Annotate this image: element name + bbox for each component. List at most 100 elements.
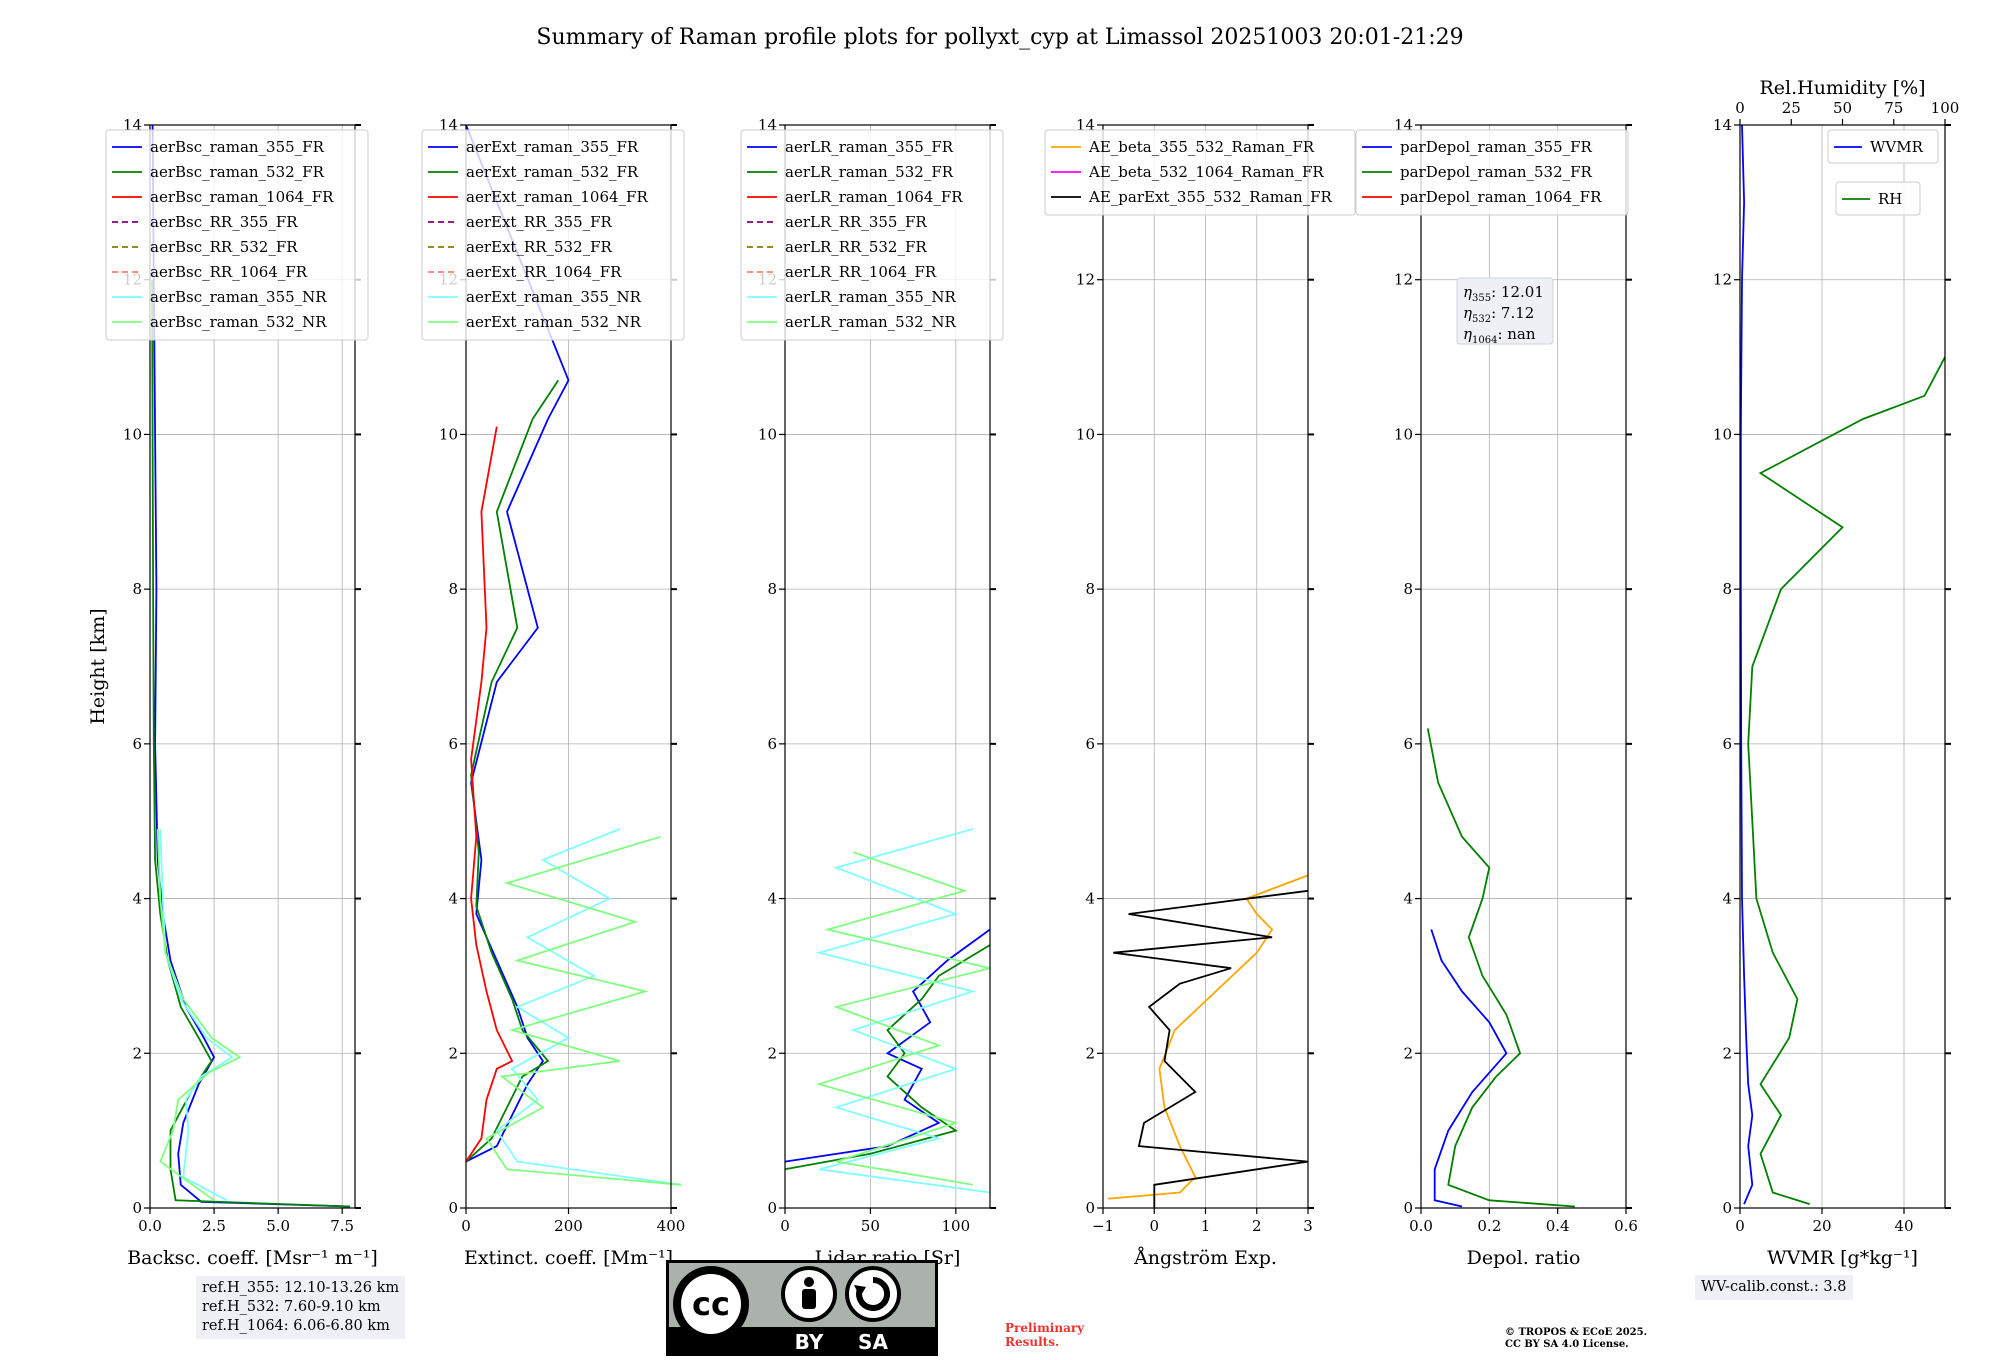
water_vapor-legend: WVMR RH bbox=[1827, 129, 1939, 216]
y-tick-label: 6 bbox=[1085, 735, 1095, 753]
y-tick-label: 8 bbox=[448, 580, 458, 598]
series-line-AE_beta_355_532_Raman_FR bbox=[1108, 874, 1309, 1200]
x-axis-label: Depol. ratio bbox=[1467, 1247, 1581, 1269]
x-tick-label: 100 bbox=[942, 1217, 971, 1235]
legend-box bbox=[105, 129, 369, 341]
y-tick-label: 6 bbox=[767, 735, 777, 753]
x-tick-label: 20 bbox=[1812, 1217, 1831, 1235]
y-tick-label: 2 bbox=[1722, 1044, 1732, 1062]
series-line-WVMR bbox=[1739, 124, 1754, 1205]
legend-entry: aerLR_raman_532_NR bbox=[785, 313, 956, 331]
y-tick-label: 4 bbox=[1722, 890, 1732, 908]
legend-entry: AE_beta_532_1064_Raman_FR bbox=[1088, 163, 1324, 181]
y-tick-label: 12 bbox=[1076, 271, 1095, 289]
axes-frame bbox=[1739, 124, 1946, 1209]
y-tick-label: 12 bbox=[1713, 271, 1732, 289]
series-line-RH bbox=[1747, 356, 1946, 1205]
y-tick-label: 10 bbox=[1713, 425, 1732, 443]
y-tick-label: 0 bbox=[1085, 1199, 1095, 1217]
cc-inner-circle bbox=[681, 1274, 741, 1334]
y-tick-label: 6 bbox=[448, 735, 458, 753]
series-line-parDepol_raman_532_FR bbox=[1426, 728, 1575, 1208]
x-tick-label: 0 bbox=[780, 1217, 790, 1235]
y-tick-label: 10 bbox=[123, 425, 142, 443]
y-tick-label: 8 bbox=[1403, 580, 1413, 598]
x-axis-label: Ångström Exp. bbox=[1133, 1247, 1277, 1269]
legend-box bbox=[1835, 181, 1921, 216]
x-tick-label: 0.2 bbox=[1477, 1217, 1501, 1235]
x-tick-label: 200 bbox=[554, 1217, 583, 1235]
y-tick-label: 0 bbox=[1403, 1199, 1413, 1217]
legend-box bbox=[740, 129, 1004, 341]
extinction-panel: 020040002468101214Extinct. coeff. [Mm⁻¹]… bbox=[421, 116, 685, 1269]
y-tick-label: 8 bbox=[1085, 580, 1095, 598]
legend-entry: aerBsc_RR_355_FR bbox=[150, 213, 298, 231]
series-line-aerLR_raman_355_NR bbox=[815, 828, 991, 1194]
wv-calib-text: WV-calib.const.: 3.8 bbox=[1701, 1279, 1847, 1295]
x-tick-label: 3 bbox=[1303, 1217, 1313, 1235]
series-line-AE_parExt_355_532_Raman_FR bbox=[1113, 889, 1309, 1208]
legend-entry: aerExt_RR_355_FR bbox=[466, 213, 613, 231]
y-tick-label: 12 bbox=[1394, 271, 1413, 289]
sa-icon bbox=[845, 1266, 901, 1322]
x-axis-label: Backsc. coeff. [Msr⁻¹ m⁻¹] bbox=[127, 1247, 378, 1269]
series-line-aerExt_raman_355_FR bbox=[465, 124, 570, 1163]
axes-frame bbox=[784, 124, 991, 1209]
legend-box bbox=[1827, 129, 1939, 164]
legend-entry: aerBsc_raman_355_NR bbox=[150, 288, 327, 306]
legend-entry: aerLR_raman_355_FR bbox=[785, 138, 954, 156]
legend-entry: aerLR_raman_355_NR bbox=[785, 288, 956, 306]
legend-entry: aerBsc_raman_532_NR bbox=[150, 313, 327, 331]
series-line-aerBsc_raman_532_NR bbox=[156, 828, 242, 1202]
copyright-line-1: © TROPOS & ECoE 2025. bbox=[1505, 1327, 1648, 1338]
x-tick-label: 0.0 bbox=[138, 1217, 162, 1235]
legend-entry: aerBsc_raman_355_FR bbox=[150, 138, 325, 156]
depolarization-legend: parDepol_raman_355_FR parDepol_raman_532_… bbox=[1355, 129, 1629, 216]
y-tick-label: 10 bbox=[1076, 425, 1095, 443]
copyright-note: © TROPOS & ECoE 2025. CC BY SA 4.0 Licen… bbox=[1505, 1327, 1647, 1351]
y-tick-label: 6 bbox=[1403, 735, 1413, 753]
y-tick-label: 2 bbox=[1085, 1044, 1095, 1062]
eta-annotation-line: η355: 12.01 bbox=[1463, 283, 1544, 304]
axes-frame bbox=[1420, 124, 1627, 1209]
cc-mark-text: cc bbox=[692, 1285, 730, 1323]
figure-title: Summary of Raman profile plots for polly… bbox=[536, 25, 1463, 50]
legend-entry: aerExt_raman_532_NR bbox=[466, 313, 642, 331]
lidar_ratio-legend: aerLR_raman_355_FR aerLR_raman_532_FR aerL… bbox=[740, 129, 1004, 341]
ref-h-532-text: ref.H_532: 7.60-9.10 km bbox=[202, 1299, 381, 1315]
y-tick-label: 6 bbox=[132, 735, 142, 753]
legend-entry: WVMR bbox=[1870, 138, 1924, 156]
top-x-tick-label: 100 bbox=[1931, 99, 1960, 117]
sa-icon-arrow bbox=[854, 1285, 866, 1297]
legend-entry: aerExt_RR_532_FR bbox=[466, 238, 613, 256]
legend-box bbox=[1355, 129, 1629, 216]
by-icon-body bbox=[802, 1289, 816, 1309]
series-line-aerExt_raman_355_NR bbox=[495, 828, 682, 1186]
y-tick-label: 10 bbox=[758, 425, 777, 443]
y-tick-label: 4 bbox=[767, 890, 777, 908]
lidar_ratio-panel: 05010002468101214Lidar ratio [Sr]aerLR_r… bbox=[740, 116, 1004, 1269]
legend-entry: aerExt_raman_355_FR bbox=[466, 138, 639, 156]
legend-entry: parDepol_raman_1064_FR bbox=[1400, 188, 1602, 206]
x-axis-label: Extinct. coeff. [Mm⁻¹] bbox=[464, 1247, 673, 1269]
ref-h-1064-text: ref.H_1064: 6.06-6.80 km bbox=[202, 1318, 390, 1334]
reference-height-box: ref.H_355: 12.10-13.26 km ref.H_532: 7.6… bbox=[196, 1276, 406, 1339]
top-x-axis-label: Rel.Humidity [%] bbox=[1759, 77, 1925, 99]
y-tick-label: 4 bbox=[132, 890, 142, 908]
legend-entry: aerBsc_RR_1064_FR bbox=[150, 263, 308, 281]
y-tick-label: 0 bbox=[448, 1199, 458, 1217]
wv-calib-box: WV-calib.const.: 3.8 bbox=[1695, 1275, 1853, 1300]
y-tick-label: 2 bbox=[1403, 1044, 1413, 1062]
axes-frame bbox=[149, 124, 356, 1209]
legend-entry: parDepol_raman_532_FR bbox=[1400, 163, 1593, 181]
x-tick-label: 2 bbox=[1252, 1217, 1262, 1235]
x-axis-label: WVMR [g*kg⁻¹] bbox=[1767, 1247, 1918, 1269]
y-tick-label: 8 bbox=[1722, 580, 1732, 598]
y-tick-label: 4 bbox=[448, 890, 458, 908]
y-tick-label: 8 bbox=[132, 580, 142, 598]
series-line-aerExt_raman_532_FR bbox=[465, 379, 560, 1163]
legend-box bbox=[421, 129, 685, 341]
legend-entry: aerLR_raman_1064_FR bbox=[785, 188, 963, 206]
